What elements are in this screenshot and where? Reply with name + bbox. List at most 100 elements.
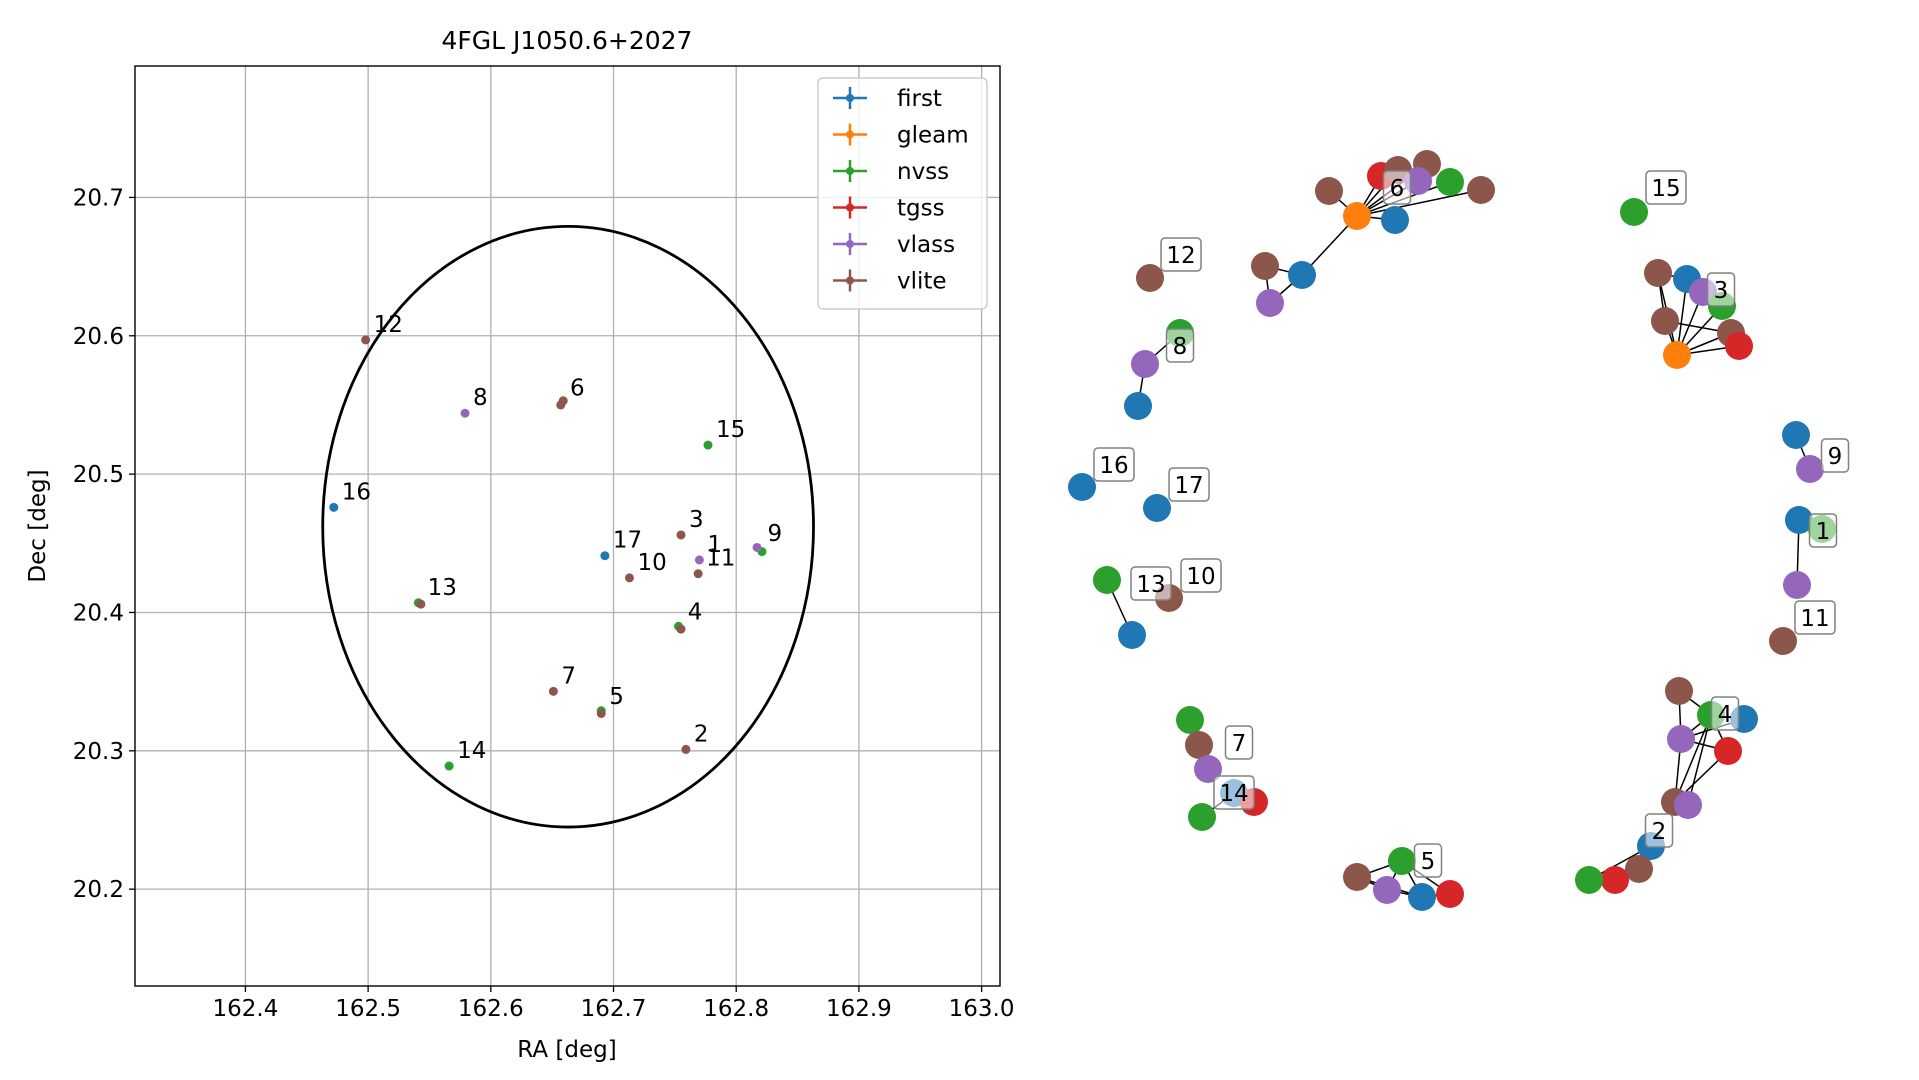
network-label-text: 4: [1718, 702, 1733, 728]
vlite-point: [548, 686, 558, 696]
source-label: 11: [706, 546, 735, 572]
network-node-first: [1118, 621, 1146, 649]
y-tick-label: 20.5: [73, 462, 124, 488]
network-label-box: [1710, 696, 1740, 731]
network-node-tgss: [1714, 737, 1742, 765]
x-axis-label: RA [deg]: [517, 1037, 616, 1063]
network-node-nvss: [1436, 168, 1464, 196]
network-group-label: 15: [1645, 170, 1687, 205]
network-node-vlass: [1667, 725, 1695, 753]
network-label-box: [1093, 447, 1135, 482]
vlite-point: [681, 744, 691, 754]
network-node-first: [1381, 206, 1409, 234]
network-node-vlite: [1625, 855, 1653, 883]
legend-marker: [846, 167, 854, 175]
legend-marker: [846, 94, 854, 102]
source-label: 3: [689, 507, 704, 533]
source-label: 13: [428, 575, 457, 601]
network-node-vlite: [1136, 264, 1164, 292]
scatter-plot-panel: 4FGL J1050.6+2027 12 8 6 15 16 17 31 9 10 11 13 4 7 5…: [25, 26, 1015, 1063]
network-node-vlite: [1251, 252, 1279, 280]
network-node-vlass: [1131, 350, 1159, 378]
network-label-text: 2: [1652, 819, 1667, 845]
network-node-vlass: [1256, 289, 1284, 317]
network-group-label: 16: [1093, 447, 1135, 482]
network-group-label: 8: [1165, 328, 1195, 363]
legend-label: gleam: [897, 123, 969, 149]
y-axis-ticks: 20.2 20.3 20.4 20.5 20.6 20.7: [73, 185, 135, 903]
network-edge: [1674, 714, 1712, 803]
network-edge: [1687, 714, 1712, 806]
legend-item-first: first: [833, 86, 942, 112]
network-label-box: [1130, 566, 1172, 601]
network-label-text: 14: [1219, 781, 1248, 807]
network-node-nvss: [1188, 803, 1216, 831]
vlite-point: [624, 573, 634, 583]
network-labels: 6 15 12 3 8 9 1 16 17 13 10 11 4 7 14 5 2: [1093, 170, 1850, 878]
network-label-text: 7: [1232, 731, 1247, 757]
network-node-first: [1068, 473, 1096, 501]
network-label-box: [1382, 170, 1412, 205]
vlite-point: [693, 569, 703, 579]
y-axis-label: Dec [deg]: [25, 469, 51, 582]
network-node-vlass: [1674, 791, 1702, 819]
vlite-point: [558, 396, 568, 406]
y-tick-label: 20.4: [73, 600, 124, 626]
network-node-vlite: [1343, 863, 1371, 891]
network-node-vlite: [1467, 176, 1495, 204]
network-group-label: 11: [1794, 600, 1836, 635]
network-node-vlass: [1783, 571, 1811, 599]
network-label-box: [1165, 328, 1195, 363]
network-node-nvss: [1093, 566, 1121, 594]
y-tick-label: 20.2: [73, 877, 124, 903]
network-node-first: [1785, 506, 1813, 534]
legend-label: vlite: [897, 269, 947, 295]
network-node-tgss: [1725, 332, 1753, 360]
network-node-first: [1408, 883, 1436, 911]
network-label-box: [1213, 775, 1255, 810]
vlite-point: [596, 708, 606, 718]
network-node-gleam: [1663, 341, 1691, 369]
source-label: 17: [613, 528, 642, 554]
network-label-box: [1168, 467, 1210, 502]
source-label: 16: [342, 479, 371, 505]
legend-item-vlite: vlite: [833, 269, 947, 295]
network-label-text: 1: [1816, 519, 1831, 545]
network-label-text: 11: [1800, 606, 1829, 632]
network-group-label: 12: [1160, 237, 1202, 272]
legend-item-tgss: tgss: [833, 196, 945, 222]
source-label: 14: [457, 738, 486, 764]
vlass-point: [460, 408, 470, 418]
source-label: 9: [768, 521, 783, 547]
x-tick-label: 162.7: [581, 996, 647, 1022]
network-label-box: [1820, 438, 1850, 473]
network-node-first: [1782, 421, 1810, 449]
legend: first gleam nvss tgss vlass vlite: [817, 77, 988, 310]
network-node-vlite: [1665, 677, 1693, 705]
network-group-label: 4: [1710, 696, 1740, 731]
chart-title: 4FGL J1050.6+2027: [442, 26, 693, 55]
legend-marker: [846, 276, 854, 285]
network-node-first: [1288, 261, 1316, 289]
network-group-label: 10: [1180, 558, 1222, 593]
network-label-box: [1160, 237, 1202, 272]
point-labels: 12 8 6 15 16 17 31 9 10 11 13 4 7 5 2 14: [342, 312, 782, 764]
legend-item-gleam: gleam: [833, 123, 969, 149]
network-group-label: 7: [1224, 725, 1254, 760]
vlite-point: [361, 335, 371, 345]
network-group-label: 6: [1382, 170, 1412, 205]
axes-frame: [134, 65, 1001, 987]
source-label: 4: [688, 600, 703, 626]
network-label-text: 3: [1714, 278, 1729, 304]
first-point: [329, 502, 339, 512]
source-label: 2: [694, 721, 709, 747]
network-node-vlite: [1644, 259, 1672, 287]
legend-label: first: [897, 86, 942, 112]
network-label-box: [1794, 600, 1836, 635]
network-group-label: 13: [1130, 566, 1172, 601]
network-label-text: 12: [1166, 243, 1195, 269]
network-label-box: [1413, 843, 1443, 878]
y-tick-label: 20.7: [73, 185, 124, 211]
network-label-box: [1645, 170, 1687, 205]
